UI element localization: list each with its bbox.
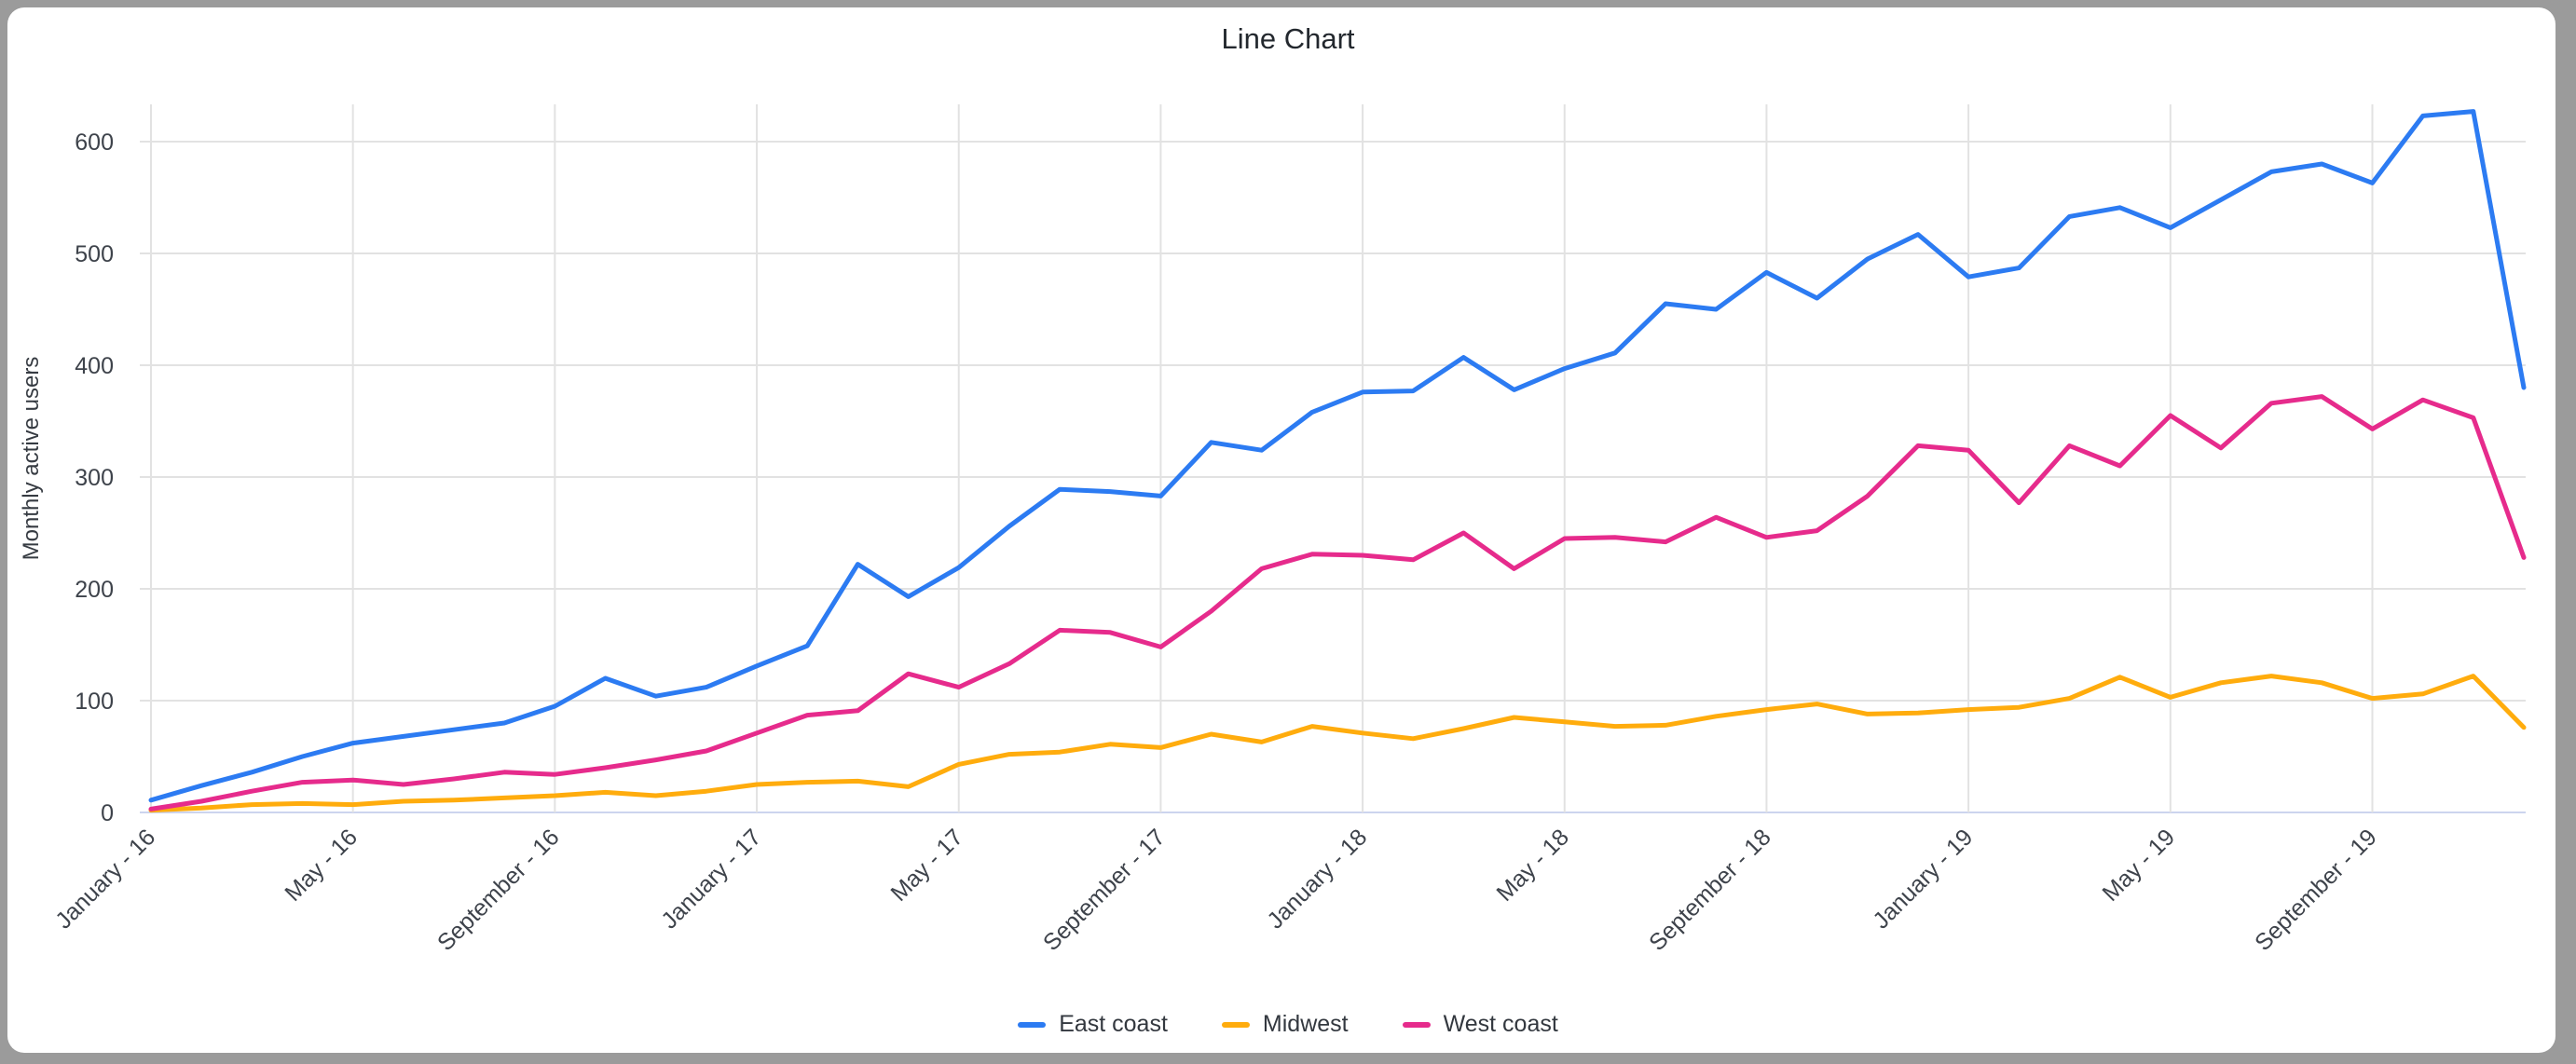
series-line-west-coast[interactable]	[148, 394, 2527, 812]
series-line-midwest[interactable]	[148, 674, 2527, 813]
series-line-east-coast[interactable]	[148, 109, 2527, 803]
y-tick-label: 100	[75, 689, 114, 715]
chart-title: Line Chart	[1221, 22, 1355, 55]
y-tick-label: 500	[75, 241, 114, 267]
x-tick-label: May - 17	[885, 824, 968, 907]
y-tick-label: 200	[75, 577, 114, 603]
chart-card	[7, 7, 2555, 1053]
x-tick-label: September - 16	[432, 824, 565, 956]
x-tick-label: May - 18	[1491, 824, 1574, 907]
y-tick-label: 400	[75, 353, 114, 379]
x-tick-label: January - 19	[1868, 824, 1978, 934]
legend-swatch	[1402, 1021, 1431, 1028]
legend: East coast Midwest West coast	[0, 1011, 2576, 1038]
x-tick-label: January - 18	[1262, 824, 1372, 934]
x-tick-label: September - 19	[2250, 824, 2382, 956]
x-tick-label: January - 17	[656, 824, 766, 934]
legend-item-midwest[interactable]: Midwest	[1221, 1011, 1349, 1038]
x-tick-label: September - 18	[1644, 824, 1776, 956]
legend-label: East coast	[1059, 1011, 1168, 1037]
legend-label: Midwest	[1262, 1011, 1349, 1037]
legend-item-east-coast[interactable]: East coast	[1018, 1011, 1168, 1038]
x-tick-label: May - 16	[280, 824, 363, 907]
x-tick-label: May - 19	[2097, 824, 2180, 907]
legend-item-west-coast[interactable]: West coast	[1402, 1011, 1558, 1038]
legend-label: West coast	[1443, 1011, 1558, 1037]
x-tick-label: September - 17	[1038, 824, 1171, 956]
legend-swatch	[1221, 1021, 1250, 1028]
legend-swatch	[1018, 1021, 1047, 1028]
y-tick-label: 300	[75, 465, 114, 491]
x-tick-label: January - 16	[50, 824, 160, 934]
y-tick-label: 0	[101, 800, 114, 826]
y-tick-label: 600	[75, 130, 114, 156]
